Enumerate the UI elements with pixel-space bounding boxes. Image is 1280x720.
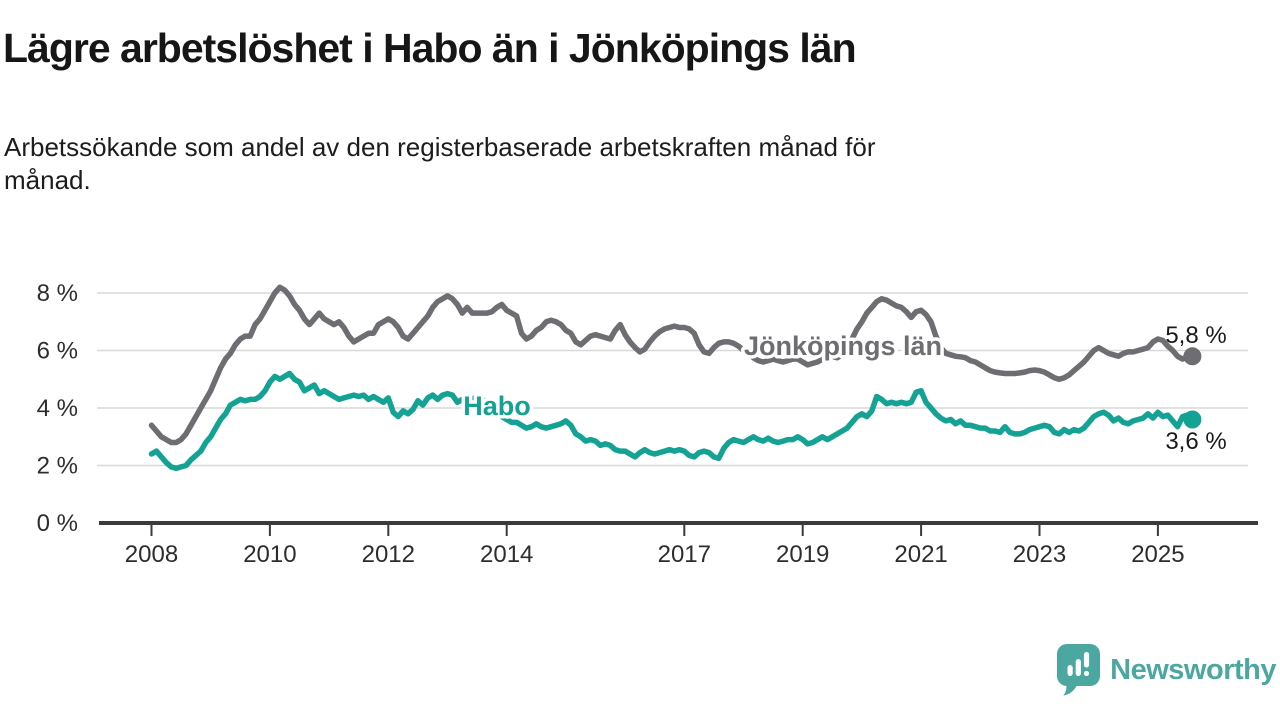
x-tick-label: 2008 (125, 541, 178, 568)
end-value-label-jonkopings-lan: 5,8 % (1165, 322, 1226, 349)
x-axis-ticks (150, 524, 1159, 536)
x-tick-label: 2025 (1131, 541, 1184, 568)
y-axis-tick-labels: 0 % 2 % 4 % 6 % 8 % (37, 280, 78, 537)
x-tick-label: 2017 (658, 541, 711, 568)
x-tick-label: 2010 (243, 541, 296, 568)
y-tick-label: 6 % (37, 338, 78, 365)
line-habo (148, 370, 1196, 472)
y-tick-label: 4 % (37, 395, 78, 422)
end-dot-jonkopings-lan (1183, 347, 1202, 366)
y-tick-label: 8 % (37, 280, 78, 307)
series-label-jonkopings-lan: Jönköpings län (744, 331, 942, 361)
end-value-label-habo: 3,6 % (1165, 428, 1226, 455)
chart-title: Lägre arbetslöshet i Habo än i Jönköping… (3, 25, 857, 71)
y-tick-label: 0 % (37, 510, 78, 537)
x-axis-tick-labels: 2008 2010 2012 2014 2017 2019 2021 2023 2025 (125, 541, 1185, 568)
series-label-habo: Habo (463, 391, 531, 421)
subtitle-line: månad. (4, 165, 91, 196)
newsworthy-brand: Newsworthy (1055, 642, 1276, 698)
y-tick-label: 2 % (37, 453, 78, 480)
x-tick-label: 2021 (894, 541, 947, 568)
x-tick-label: 2014 (480, 541, 533, 568)
x-tick-label: 2023 (1013, 541, 1066, 568)
newsworthy-logo-icon (1057, 644, 1101, 696)
newsworthy-logo-text: Newsworthy (1110, 653, 1276, 686)
x-tick-label: 2012 (362, 541, 415, 568)
x-tick-label: 2019 (776, 541, 829, 568)
end-dot-habo (1183, 410, 1202, 429)
line-jonkopings-lan (148, 284, 1196, 446)
chart-subtitle: Arbetssökande som andel av den registerb… (4, 131, 1234, 198)
subtitle-line: Arbetssökande som andel av den registerb… (4, 132, 876, 162)
